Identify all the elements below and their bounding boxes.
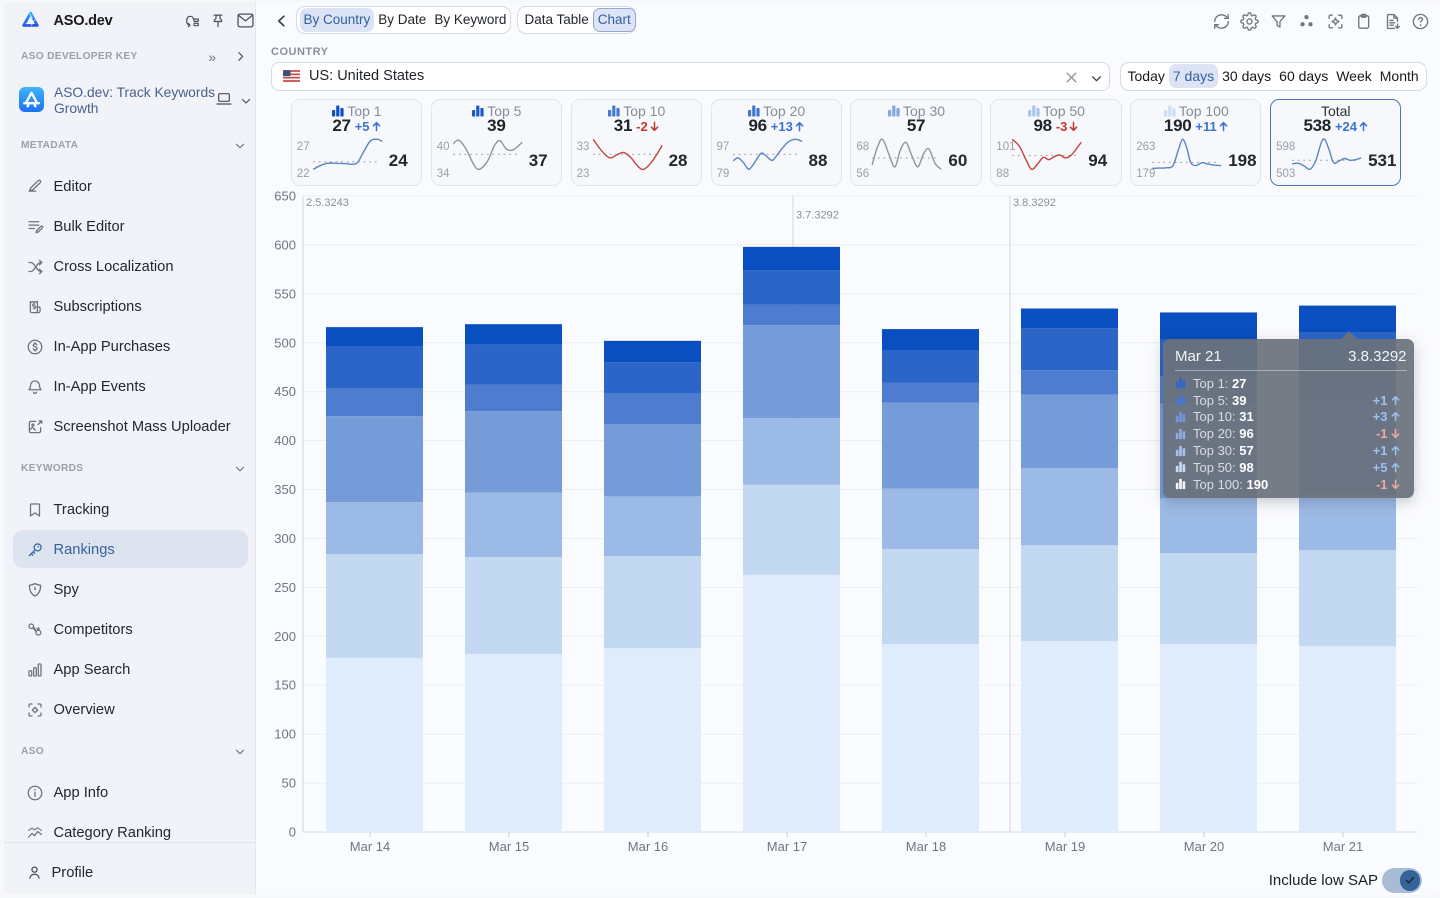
svg-text:450: 450 (274, 384, 296, 399)
svg-text:3.8.3292: 3.8.3292 (1013, 197, 1056, 209)
svg-text:350: 350 (274, 482, 296, 497)
svg-text:Mar 19: Mar 19 (1045, 839, 1085, 854)
svg-text:300: 300 (274, 531, 296, 546)
svg-text:200: 200 (274, 629, 296, 644)
svg-text:100: 100 (274, 727, 296, 742)
svg-text:Mar 15: Mar 15 (489, 839, 529, 854)
svg-text:150: 150 (274, 678, 296, 693)
svg-text:0: 0 (289, 825, 296, 840)
svg-text:650: 650 (274, 189, 296, 204)
svg-text:Mar 17: Mar 17 (767, 839, 807, 854)
svg-text:50: 50 (282, 776, 296, 791)
svg-text:Mar 20: Mar 20 (1184, 839, 1224, 854)
svg-text:600: 600 (274, 237, 296, 252)
svg-text:Mar 14: Mar 14 (350, 839, 390, 854)
svg-text:400: 400 (274, 433, 296, 448)
svg-text:2.5.3243: 2.5.3243 (306, 197, 349, 209)
svg-text:500: 500 (274, 335, 296, 350)
svg-text:Mar 21: Mar 21 (1323, 839, 1363, 854)
svg-text:250: 250 (274, 580, 296, 595)
svg-text:Mar 16: Mar 16 (628, 839, 668, 854)
svg-text:Mar 18: Mar 18 (906, 839, 946, 854)
svg-text:550: 550 (274, 286, 296, 301)
svg-text:3.7.3292: 3.7.3292 (796, 210, 839, 222)
